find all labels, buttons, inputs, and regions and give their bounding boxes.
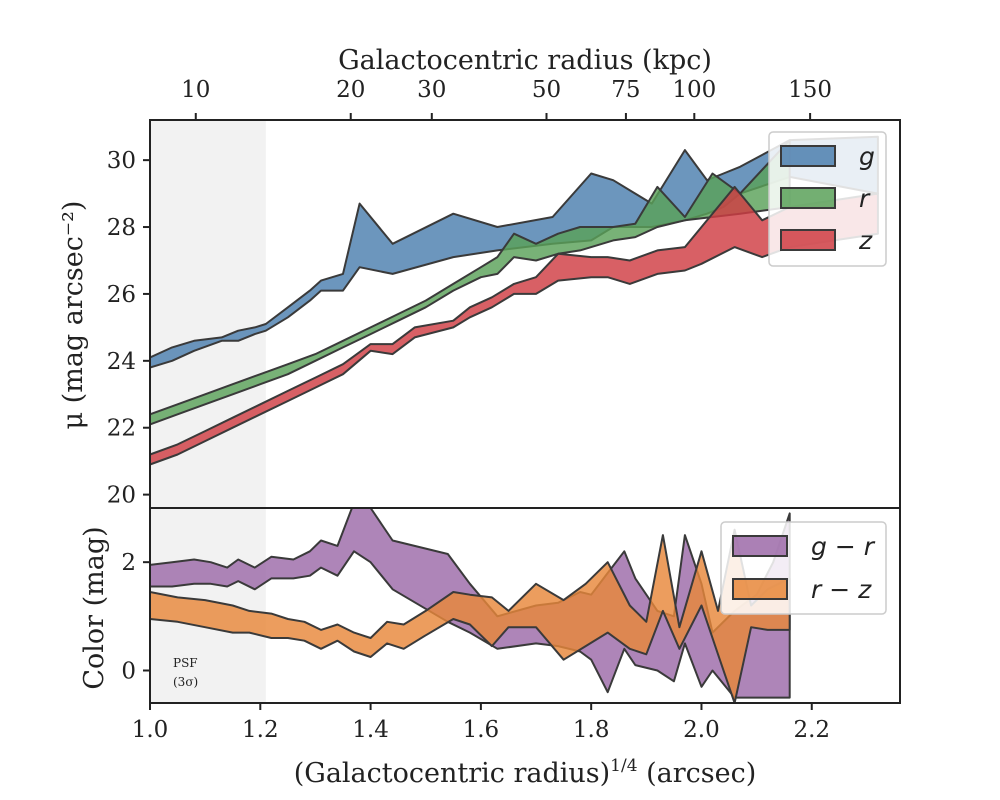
legend-label-r: r — [859, 184, 871, 213]
bottom-panel-frame — [149, 507, 901, 704]
x-tick-label-6: 2.2 — [793, 717, 830, 743]
top-panel: 20 22 24 26 28 30 10 20 30 50 75 100 150 grz — [107, 77, 901, 509]
x-tick-label-4: 1.8 — [573, 717, 610, 743]
top-tick-label-10: 10 — [181, 77, 210, 103]
legend-label-g-r: g − r — [811, 532, 876, 561]
x-tick-label-3: 1.6 — [463, 717, 500, 743]
x-tick-label-1: 1.2 — [242, 717, 279, 743]
bottom-bands — [150, 508, 791, 703]
legend-label-z: z — [858, 226, 873, 255]
top-y-tick-label-22: 22 — [107, 416, 136, 442]
x-axis-title-base: (Galactocentric radius) — [294, 758, 610, 789]
x-tick-label-2: 1.4 — [352, 717, 389, 743]
top-tick-label-150: 150 — [788, 77, 832, 103]
top-y-tick-label-30: 30 — [107, 148, 136, 174]
bottom-y-ticks: 02 — [121, 550, 150, 685]
x-axis-title: (Galactocentric radius)1/4 (arcsec) — [294, 756, 757, 789]
bottom-y-tick-label-2: 2 — [121, 550, 136, 576]
x-axis-ticks: 1.0 1.2 1.4 1.6 1.8 2.0 2.2 — [132, 703, 830, 743]
top-y-tick-label-26: 26 — [107, 282, 136, 308]
top-tick-label-20: 20 — [336, 77, 365, 103]
top-axis-ticks: 10 20 30 50 75 100 150 — [181, 77, 832, 120]
bottom-legend: g − r r − z — [720, 521, 887, 615]
bottom-panel: 02 1.0 1.2 1.4 1.6 1.8 2.0 2.2 g − rr − z PSF … — [121, 507, 901, 743]
top-tick-label-100: 100 — [672, 77, 716, 103]
psf-region-top — [150, 120, 266, 508]
top-legend: grz — [768, 131, 887, 267]
top-axis-title: Galactocentric radius (kpc) — [338, 45, 712, 76]
top-y-ticks: 20 22 24 26 28 30 — [107, 148, 150, 509]
top-y-tick-label-24: 24 — [107, 349, 136, 375]
legend-swatch-z — [780, 229, 836, 251]
x-tick-label-0: 1.0 — [132, 717, 169, 743]
top-tick-label-50: 50 — [532, 77, 561, 103]
band-r-z — [150, 528, 791, 703]
top-tick-label-75: 75 — [611, 77, 640, 103]
legend-label-g: g — [859, 142, 875, 171]
top-y-axis-title: μ (mag arcsec⁻²) — [58, 201, 89, 430]
bottom-y-axis-title: Color (mag) — [79, 526, 110, 689]
top-y-tick-label-20: 20 — [107, 483, 136, 509]
x-axis-title-exponent: 1/4 — [610, 756, 637, 776]
x-tick-label-5: 2.0 — [683, 717, 720, 743]
psf-note-line2: (3σ) — [173, 675, 198, 689]
x-axis-title-unit: (arcsec) — [638, 758, 757, 789]
bottom-y-tick-label-0: 0 — [121, 659, 136, 685]
psf-note-line1: PSF — [173, 656, 198, 670]
legend-swatch-g-r — [732, 535, 788, 557]
top-y-tick-label-28: 28 — [107, 215, 136, 241]
top-tick-label-30: 30 — [417, 77, 446, 103]
legend-swatch-r — [780, 187, 836, 209]
legend-swatch-r-z — [732, 578, 788, 600]
legend-swatch-g — [780, 145, 836, 167]
legend-label-r-z: r − z — [811, 575, 872, 604]
